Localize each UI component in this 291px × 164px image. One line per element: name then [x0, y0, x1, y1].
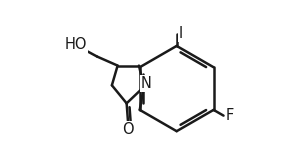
Text: HO: HO	[65, 37, 87, 52]
Text: F: F	[226, 108, 234, 123]
Text: O: O	[123, 122, 134, 137]
Text: I: I	[179, 26, 183, 41]
Text: N: N	[141, 76, 152, 91]
